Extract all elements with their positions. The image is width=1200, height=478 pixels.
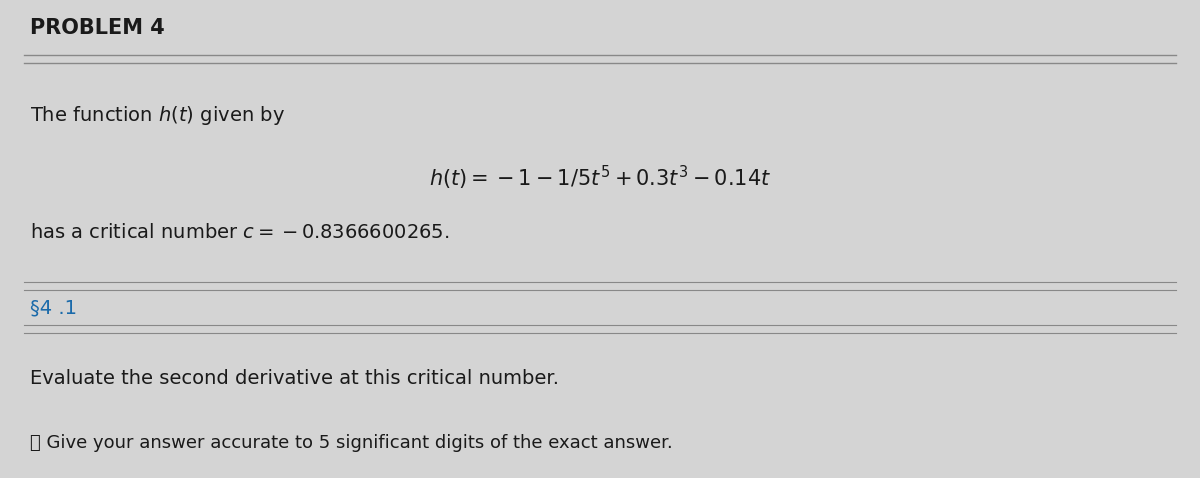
Text: Evaluate the second derivative at this critical number.: Evaluate the second derivative at this c…	[30, 369, 559, 388]
Text: $h(t) = -1 - 1/5t^5 + 0.3t^3 - 0.14t$: $h(t) = -1 - 1/5t^5 + 0.3t^3 - 0.14t$	[428, 164, 772, 192]
Text: ⓘ Give your answer accurate to 5 significant digits of the exact answer.: ⓘ Give your answer accurate to 5 signifi…	[30, 434, 673, 452]
Text: §4 .1: §4 .1	[30, 298, 77, 317]
Text: has a critical number $c = -0.8366600265$.: has a critical number $c = -0.8366600265…	[30, 222, 450, 241]
Text: The function $h(t)$ given by: The function $h(t)$ given by	[30, 104, 284, 127]
Text: PROBLEM 4: PROBLEM 4	[30, 18, 164, 38]
